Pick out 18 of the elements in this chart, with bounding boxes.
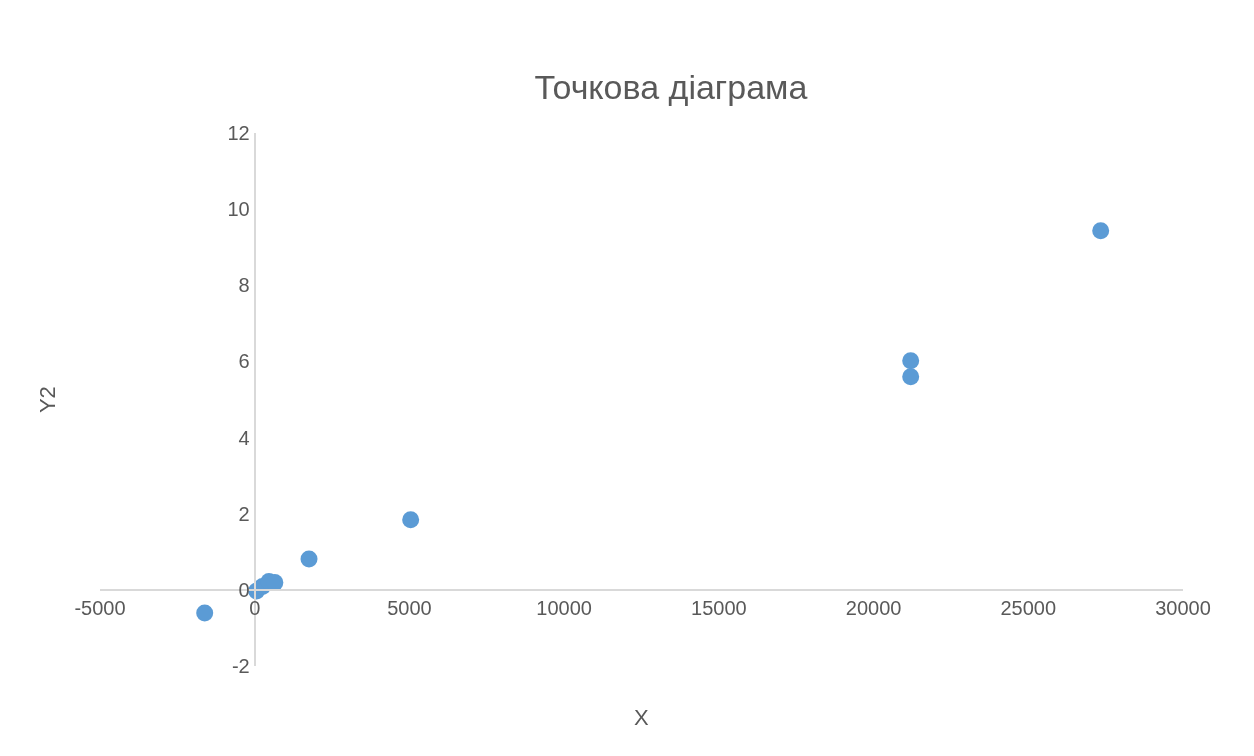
x-tick-label: 25000 xyxy=(1000,596,1057,619)
x-tick-label: 5000 xyxy=(387,596,432,619)
y-tick-label: 10 xyxy=(227,198,250,221)
y-axis-title: Y2 xyxy=(35,386,61,414)
x-tick-label: 20000 xyxy=(845,596,902,619)
y-tick-label: 0 xyxy=(238,578,250,601)
x-tick-label: -5000 xyxy=(74,596,126,619)
x-tick-label: 10000 xyxy=(536,596,592,619)
y-tick-label: 4 xyxy=(238,426,250,449)
y-tick-label: 6 xyxy=(238,350,250,373)
x-axis-title: X xyxy=(634,705,649,730)
y-tick-label: 2 xyxy=(238,502,250,525)
x-tick-label: 15000 xyxy=(691,596,747,619)
y-tick-label: 8 xyxy=(238,274,250,297)
chart-title: Точкова діаграма xyxy=(534,67,808,106)
x-tick-label: 30000 xyxy=(1155,596,1211,619)
y-tick-label: -2 xyxy=(231,655,250,677)
y-tick-label: 12 xyxy=(227,122,250,144)
